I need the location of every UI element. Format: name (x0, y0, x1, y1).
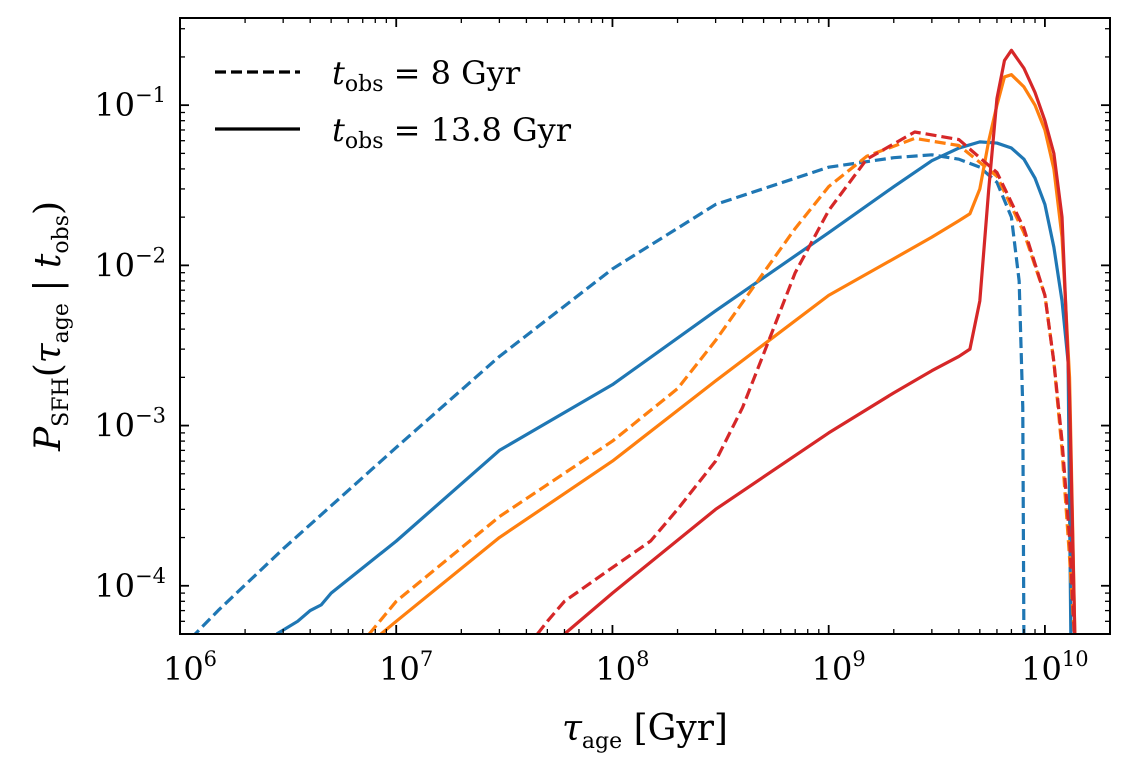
y-axis-label: PSFH(τage | tobs) (28, 201, 74, 452)
series-line-orange-dashed (367, 136, 1076, 634)
series-line-orange-solid (379, 73, 1077, 634)
x-tick-label-6: 106 (163, 647, 217, 688)
series-line-red-solid (563, 48, 1077, 634)
legend-label-solid: tobs = 13.8 Gyr (332, 111, 572, 154)
series-layer (192, 48, 1077, 634)
x-tick-label-9: 109 (812, 647, 866, 688)
y-tick-label-−3: 10−3 (94, 404, 166, 445)
x-tick-label-7: 107 (379, 647, 433, 688)
series-line-blue-dashed (192, 153, 1026, 634)
y-tick-label-−4: 10−4 (94, 564, 166, 605)
series-line-red-dashed (536, 130, 1076, 634)
ticks-layer: 106 107 108 109 1010 10−4 10−3 10−2 10−1 (94, 18, 1111, 688)
legend: tobs = 8 Gyr tobs = 13.8 Gyr (215, 54, 572, 154)
y-tick-label-−1: 10−1 (94, 83, 166, 124)
x-axis-label: τage [Gyr] (562, 708, 728, 754)
legend-label-dashed: tobs = 8 Gyr (332, 54, 521, 97)
series-line-blue-solid (275, 140, 1073, 634)
plot-frame (179, 17, 1111, 635)
x-tick-label-10: 1010 (1021, 647, 1088, 688)
y-tick-label-−2: 10−2 (94, 243, 166, 284)
x-tick-label-8: 108 (595, 647, 649, 688)
